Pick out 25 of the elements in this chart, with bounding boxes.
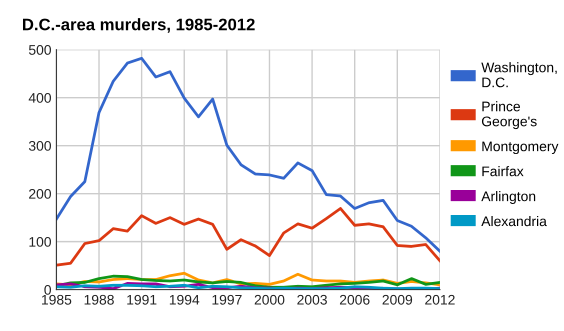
- x-tick-label: 1988: [84, 294, 114, 305]
- x-tick-label: 2012: [425, 294, 455, 305]
- x-tick-label: 1997: [212, 294, 242, 305]
- legend-label: Fairfax: [482, 166, 524, 176]
- x-tick-label: 1994: [170, 294, 200, 305]
- chart-title: D.C.-area murders, 1985-2012: [23, 18, 255, 33]
- y-tick-label: 300: [28, 140, 51, 151]
- y-tick-label: 500: [28, 44, 51, 55]
- x-tick-label: 2003: [297, 294, 327, 305]
- legend-label: Washington, D.C.: [481, 62, 557, 88]
- x-tick-label: 2009: [382, 294, 412, 305]
- x-tick-label: 2006: [340, 294, 370, 305]
- x-tick-label: 1985: [42, 294, 72, 305]
- x-tick-label: 2000: [254, 294, 284, 305]
- y-tick-label: 100: [29, 236, 51, 247]
- legend-label: Arlington: [481, 191, 536, 204]
- y-tick-label: 200: [29, 188, 51, 199]
- x-tick-label: 1991: [127, 294, 156, 305]
- line-series: [56, 207, 440, 267]
- line-series: [56, 56, 440, 253]
- legend-label: Alexandria: [481, 216, 547, 226]
- y-tick-label: 400: [28, 92, 51, 103]
- y-tick-label: 0: [44, 284, 51, 295]
- legend-label: Montgomery: [482, 142, 558, 154]
- legend-label: Prince George's: [482, 101, 537, 130]
